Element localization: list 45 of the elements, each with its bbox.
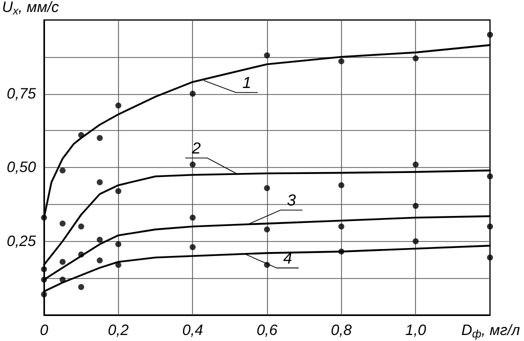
annotation: 2 <box>190 140 201 158</box>
point <box>487 224 493 230</box>
point <box>115 241 122 248</box>
point <box>338 58 344 64</box>
point <box>412 202 419 209</box>
y-tick-label: 0,25 <box>6 232 37 250</box>
point <box>264 52 270 58</box>
point <box>41 266 47 272</box>
x-tick-label: 0,4 <box>182 322 204 339</box>
point <box>115 102 122 109</box>
point <box>96 236 103 243</box>
point <box>487 254 493 260</box>
point <box>115 188 122 194</box>
point <box>190 162 196 168</box>
point <box>96 257 103 264</box>
point <box>41 291 47 298</box>
point <box>190 244 196 250</box>
point <box>264 226 270 232</box>
point <box>264 185 270 192</box>
point <box>338 224 344 230</box>
point <box>264 262 270 268</box>
annotation: 1 <box>242 74 252 92</box>
x-tick-label: 0,8 <box>330 322 352 339</box>
point <box>78 224 84 230</box>
point <box>96 135 103 141</box>
x-tick-label: 0,6 <box>256 322 278 339</box>
point <box>487 32 493 38</box>
point <box>78 284 84 290</box>
point <box>412 162 419 168</box>
point <box>412 238 419 244</box>
point <box>60 220 66 227</box>
point <box>412 55 419 62</box>
point <box>487 173 493 180</box>
x-tick-label: 0 <box>40 322 49 339</box>
point <box>338 182 344 188</box>
y-tick-label: 0,50 <box>6 159 37 176</box>
point <box>60 258 66 265</box>
x-tick-label: 1,0 <box>405 322 427 339</box>
point <box>96 179 103 186</box>
x-tick-label: 0,2 <box>108 322 130 339</box>
annotation: 3 <box>286 192 296 210</box>
point <box>60 167 66 174</box>
point <box>190 90 196 97</box>
y-tick-label: 0,75 <box>6 85 37 102</box>
point <box>190 214 196 221</box>
